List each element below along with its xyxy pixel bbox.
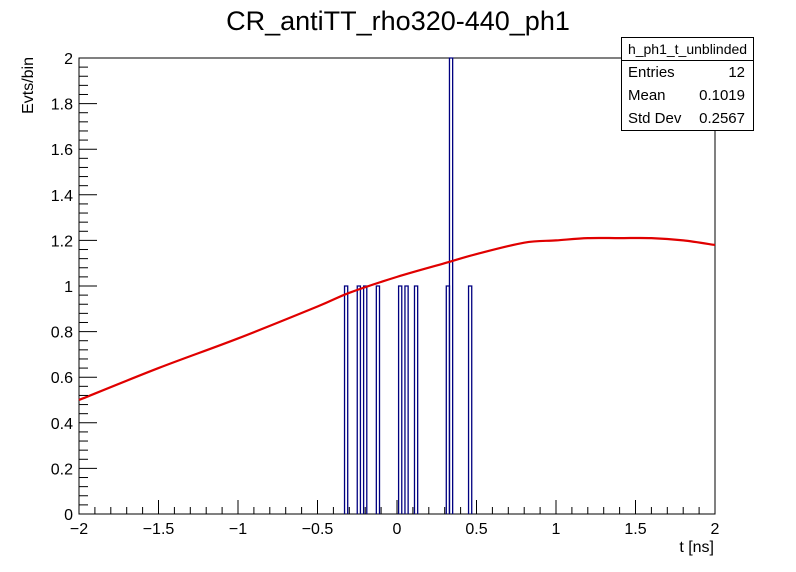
stats-entries-value: 12	[728, 64, 745, 81]
histogram-bin	[413, 285, 419, 514]
stats-stddev-row: Std Dev 0.2567	[622, 107, 753, 130]
histogram-bin	[467, 285, 473, 514]
x-tick-label: 1	[552, 521, 561, 538]
stats-mean-label: Mean	[628, 87, 666, 104]
stats-stddev-value: 0.2567	[699, 110, 745, 127]
stats-mean-value: 0.1019	[699, 87, 745, 104]
histogram-bin	[448, 57, 454, 514]
fit-curve	[78, 236, 716, 402]
plot-area-border	[78, 57, 716, 515]
stats-stddev-label: Std Dev	[628, 110, 682, 127]
y-tick-label: 1.6	[51, 142, 73, 159]
stats-histogram-name: h_ph1_t_unblinded	[622, 38, 753, 61]
histogram-bin	[343, 285, 349, 514]
x-tick-label: −1.5	[143, 521, 175, 538]
x-tick-label: 0.5	[465, 521, 487, 538]
y-axis-label: Evts/bin	[20, 57, 37, 114]
chart-title: CR_antiTT_rho320-440_ph1	[226, 6, 570, 36]
y-tick-label: 0.4	[51, 416, 73, 433]
y-tick-label: 0.6	[51, 370, 73, 387]
fit-curve-layer	[78, 236, 716, 402]
histogram-bin	[397, 285, 403, 514]
x-axis-label: t [ns]	[679, 539, 714, 556]
x-tick-label: −2	[70, 521, 88, 538]
x-tick-label: −1	[229, 521, 247, 538]
stats-entries-row: Entries 12	[622, 61, 753, 84]
x-tick-label: 2	[711, 521, 720, 538]
y-tick-label: 1.4	[51, 188, 73, 205]
y-tick-label: 0	[64, 507, 73, 524]
y-tick-label: 1.8	[51, 97, 73, 114]
x-tick-label: −0.5	[302, 521, 334, 538]
y-tick-label: 0.2	[51, 461, 73, 478]
y-tick-label: 1.2	[51, 233, 73, 250]
x-tick-label: 0	[393, 521, 402, 538]
stats-mean-row: Mean 0.1019	[622, 84, 753, 107]
x-tick-label: 1.5	[624, 521, 646, 538]
histogram-bin	[356, 285, 362, 514]
stats-box: h_ph1_t_unblinded Entries 12 Mean 0.1019…	[621, 37, 754, 131]
histogram-bin	[362, 285, 368, 514]
y-tick-label: 2	[64, 51, 73, 68]
stats-entries-label: Entries	[628, 64, 675, 81]
histogram-bin	[375, 285, 381, 514]
plot-frame	[78, 57, 716, 515]
histogram-bin	[404, 285, 409, 514]
y-tick-label: 0.8	[51, 325, 73, 342]
histogram-bars	[343, 57, 473, 514]
y-tick-label: 1	[64, 279, 73, 296]
axes: −2 −1.5 −1 −0.5 0 0.5 1 1.5 2 0 0.2 0.4 0.6 0.8 1 1.2 1.…	[51, 51, 720, 538]
